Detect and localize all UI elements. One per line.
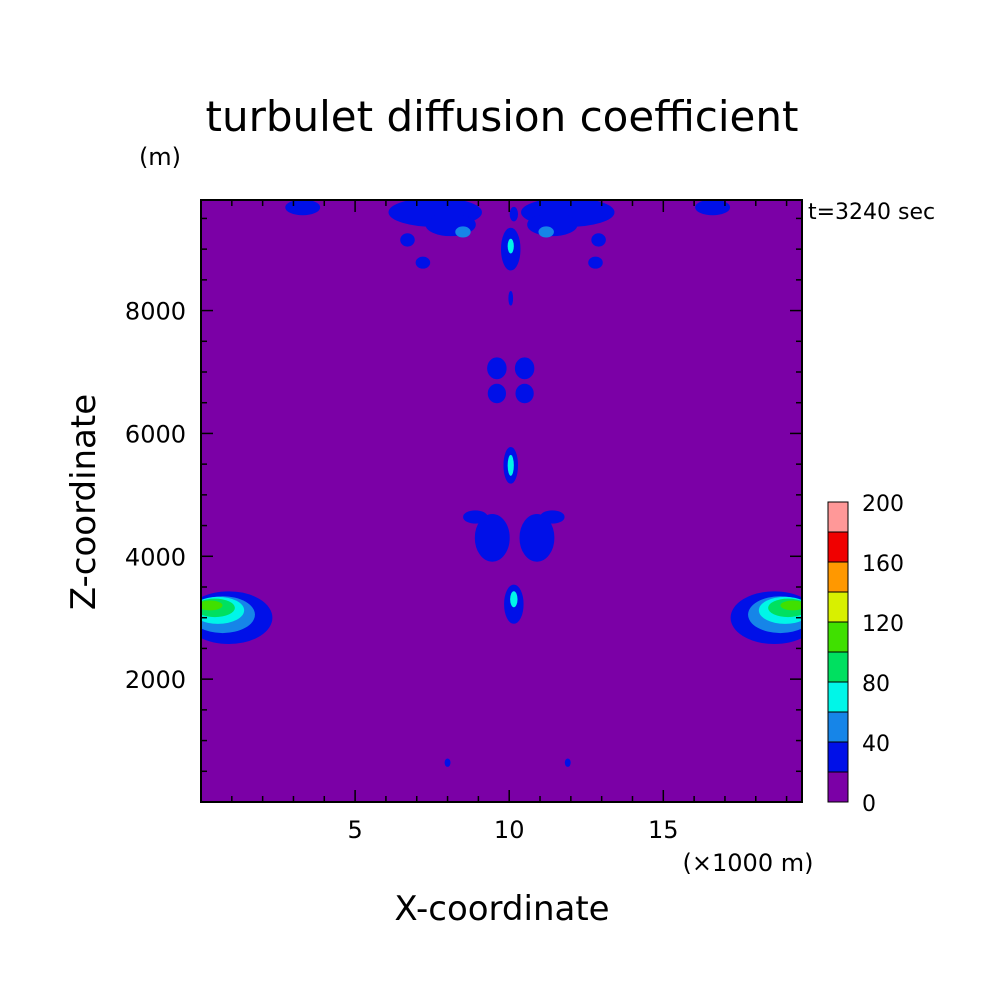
contour-region-level-1 bbox=[588, 256, 603, 269]
colorbar-swatch bbox=[827, 651, 849, 683]
contour-region-level-1 bbox=[487, 383, 507, 404]
contour-region-level-1 bbox=[509, 206, 519, 222]
contour-region-level-1 bbox=[508, 291, 514, 306]
colorbar-label: 80 bbox=[862, 672, 890, 697]
y-axis-ticks: 2000 4000 6000 8000 bbox=[125, 217, 802, 773]
colorbar-swatch bbox=[827, 621, 849, 653]
plot-area bbox=[201, 200, 802, 802]
colorbar-label: 120 bbox=[862, 612, 904, 637]
contour-region-level-1 bbox=[540, 510, 565, 524]
contour-region-level-1 bbox=[444, 758, 451, 767]
colorbar-label: 160 bbox=[862, 552, 904, 577]
contour-region-level-1 bbox=[415, 256, 431, 269]
colorbar-label: 200 bbox=[862, 492, 904, 517]
background-field bbox=[201, 200, 802, 802]
contour-region-level-2 bbox=[455, 226, 471, 238]
contour-region-level-1 bbox=[487, 357, 507, 380]
colorbar-swatch bbox=[827, 561, 849, 593]
contour-region-level-1 bbox=[695, 200, 731, 216]
colorbar: 0 40 80 120 160 200 bbox=[827, 492, 904, 817]
contour-region-level-1 bbox=[515, 383, 534, 404]
colorbar-swatch bbox=[827, 681, 849, 713]
x-unit-label: (×1000 m) bbox=[683, 849, 814, 877]
y-unit-label: (m) bbox=[139, 143, 181, 171]
contour-region-level-1 bbox=[519, 514, 555, 562]
x-tick-label: 10 bbox=[494, 816, 525, 844]
contour-region-level-3 bbox=[507, 454, 514, 476]
contour-features bbox=[201, 200, 802, 767]
colorbar-label: 40 bbox=[862, 732, 890, 757]
contour-region-level-3 bbox=[507, 238, 514, 254]
x-axis-label: X-coordinate bbox=[394, 889, 609, 929]
contour-region-level-1 bbox=[285, 200, 321, 216]
colorbar-swatch bbox=[827, 591, 849, 623]
y-tick-label: 8000 bbox=[125, 298, 186, 326]
contour-region-level-1 bbox=[591, 233, 606, 247]
contour-region-level-1 bbox=[474, 514, 510, 562]
x-tick-label: 5 bbox=[347, 816, 362, 844]
contour-region-level-5 bbox=[780, 600, 802, 611]
contour-region-level-5 bbox=[201, 600, 223, 611]
x-tick-label: 15 bbox=[648, 816, 679, 844]
time-label: t=3240 sec bbox=[808, 200, 935, 225]
contour-region-level-1 bbox=[564, 758, 571, 767]
plot-frame bbox=[200, 199, 803, 803]
colorbar-swatch bbox=[827, 741, 849, 773]
y-tick-label: 4000 bbox=[125, 543, 186, 571]
colorbar-swatch bbox=[827, 531, 849, 563]
contour-region-level-1 bbox=[463, 510, 488, 524]
y-tick-label: 2000 bbox=[125, 666, 186, 694]
colorbar-label: 0 bbox=[862, 792, 876, 817]
contour-region-level-2 bbox=[538, 226, 554, 238]
contour-region-level-1 bbox=[514, 357, 535, 380]
contour-region-level-3 bbox=[510, 591, 518, 608]
chart-title: turbulet diffusion coefficient bbox=[206, 92, 799, 141]
colorbar-swatch bbox=[827, 711, 849, 743]
colorbar-swatch bbox=[827, 501, 849, 533]
y-axis-label: Z-coordinate bbox=[64, 394, 104, 610]
y-tick-label: 6000 bbox=[125, 420, 186, 448]
colorbar-swatch bbox=[827, 771, 849, 803]
x-axis-ticks: 5 10 15 bbox=[231, 200, 788, 844]
contour-region-level-1 bbox=[400, 233, 415, 247]
